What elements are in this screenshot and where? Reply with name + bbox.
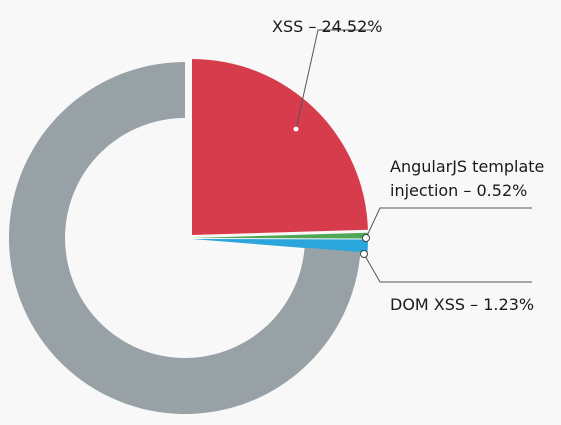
- labels-layer: XSS – 24.52% AngularJS template injection …: [272, 17, 544, 314]
- slice-label-2: DOM XSS – 1.23%: [390, 295, 534, 314]
- pie-slice-3: [9, 62, 361, 415]
- leader-line-1: [365, 207, 532, 239]
- leader-lines-layer: [293, 29, 532, 283]
- slices-layer: [9, 59, 368, 415]
- leader-line-0: [295, 29, 372, 130]
- leader-marker-2: [360, 250, 368, 258]
- leader-line-2: [363, 253, 532, 283]
- pie-slice-0: [192, 59, 368, 235]
- pie-slice-1: [192, 232, 368, 239]
- slice-label-1-line-0: AngularJS template: [390, 157, 544, 176]
- leader-marker-1: [362, 234, 370, 242]
- slice-label-0: XSS – 24.52%: [272, 17, 382, 36]
- slice-label-1-line-1: injection – 0.52%: [390, 181, 527, 200]
- leader-marker-0: [293, 126, 299, 132]
